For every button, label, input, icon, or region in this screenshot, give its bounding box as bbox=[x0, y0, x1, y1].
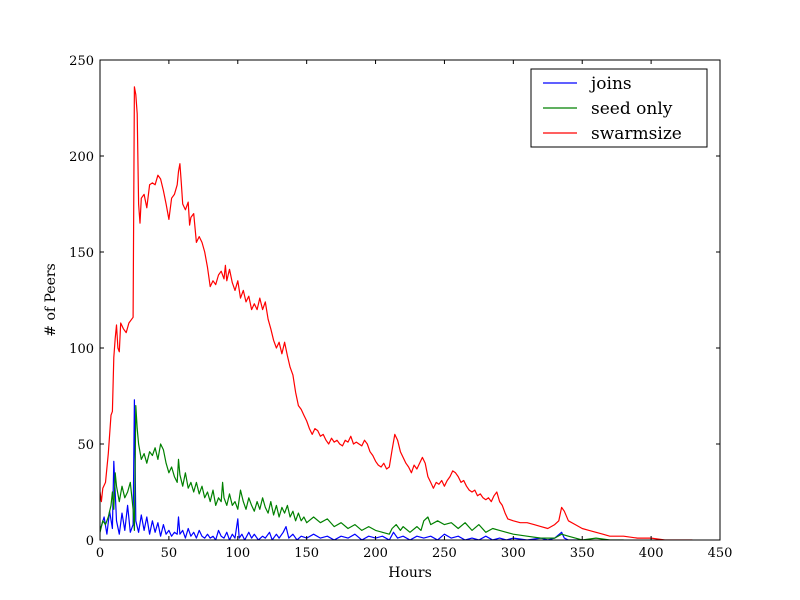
x-tick-label: 100 bbox=[225, 546, 250, 561]
y-tick-label: 250 bbox=[69, 54, 94, 69]
legend-label-seed-only: seed only bbox=[591, 99, 673, 119]
legend: joins seed only swarmsize bbox=[530, 68, 708, 148]
series-line-joins bbox=[100, 399, 583, 540]
x-tick-label: 300 bbox=[501, 546, 526, 561]
y-tick-label: 200 bbox=[69, 150, 94, 165]
x-axis-title: Hours bbox=[388, 565, 432, 581]
x-tick-label: 450 bbox=[708, 546, 733, 561]
x-tick-label: 400 bbox=[639, 546, 664, 561]
series-layer bbox=[100, 86, 693, 540]
y-tick-label: 150 bbox=[69, 246, 94, 261]
x-tick-label: 200 bbox=[363, 546, 388, 561]
legend-label-swarmsize: swarmsize bbox=[591, 124, 682, 144]
ticks-layer: 0 50 100 150 200 250 300 350 400 450 0 50 100 150 200 2… bbox=[69, 54, 732, 561]
plot-frame bbox=[99, 59, 721, 541]
x-tick-label: 150 bbox=[294, 546, 319, 561]
y-tick-label: 50 bbox=[77, 438, 94, 453]
series-line-seed-only bbox=[100, 405, 624, 540]
x-tick-label: 350 bbox=[570, 546, 595, 561]
y-tick-label: 0 bbox=[86, 534, 94, 549]
legend-label-joins: joins bbox=[589, 74, 632, 94]
series-line-swarmsize bbox=[100, 86, 693, 540]
y-tick-label: 100 bbox=[69, 342, 94, 357]
y-axis-title: # of Peers bbox=[43, 263, 59, 336]
x-tick-label: 250 bbox=[432, 546, 457, 561]
x-tick-label: 50 bbox=[161, 546, 178, 561]
x-tick-label: 0 bbox=[96, 546, 104, 561]
